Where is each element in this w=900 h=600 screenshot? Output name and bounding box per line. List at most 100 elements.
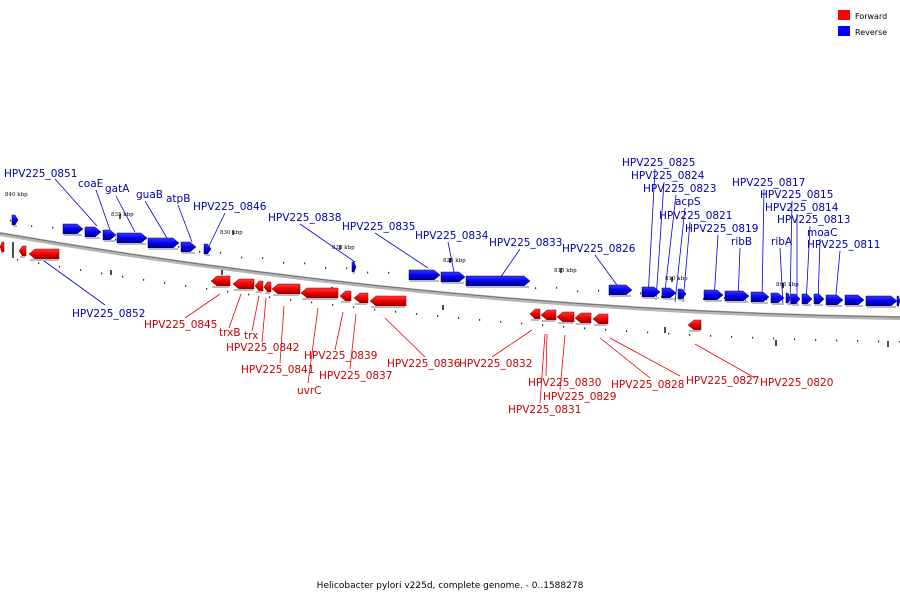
legend-forward-label: Forward	[855, 12, 887, 21]
gene-shadow	[898, 306, 899, 308]
scale-tick-label: 810 kbp	[665, 276, 688, 282]
minor-tick	[626, 330, 628, 333]
minor-tick	[598, 289, 600, 292]
gene-label-moac: moaC	[807, 227, 837, 239]
minor-tick	[395, 310, 397, 313]
minor-tick	[290, 298, 292, 301]
gene-shadow	[30, 259, 58, 261]
minor-tick	[794, 338, 796, 341]
forward-gene-arrow	[687, 319, 702, 331]
gene-shadow	[353, 272, 355, 274]
minor-tick	[668, 332, 670, 335]
minor-tick	[640, 292, 642, 295]
label-leader-line	[559, 334, 566, 391]
gene-shadow	[803, 304, 811, 306]
gene-shadow	[792, 304, 799, 306]
scale-tick-label: 820 kbp	[443, 258, 466, 264]
label-leader-line	[334, 311, 344, 351]
gene-shadow	[205, 254, 210, 256]
forward-gene-arrow	[271, 283, 301, 295]
gene-label-ribb: ribB	[731, 236, 752, 248]
reverse-gene-arrow	[408, 269, 441, 281]
genome-caption: Helicobacter pylori v225d, complete geno…	[317, 581, 584, 591]
minor-tick	[17, 258, 19, 261]
minor-tick	[374, 308, 376, 311]
reverse-gene-arrow	[785, 292, 791, 304]
reverse-gene-arrow	[641, 286, 661, 298]
minor-tick	[416, 313, 418, 315]
gene-label-hpv225-0813: HPV225_0813	[777, 214, 850, 226]
reverse-gene-arrow	[608, 284, 633, 296]
label-leader-line	[539, 333, 546, 404]
forward-gene-arrow	[353, 292, 369, 304]
minor-tick	[143, 278, 145, 281]
minor-tick	[724, 296, 726, 299]
gene-shadow	[705, 300, 722, 302]
gene-shadow	[752, 302, 768, 304]
gene-label-hpv225-0824: HPV225_0824	[631, 170, 705, 182]
minor-tick	[325, 266, 327, 269]
label-leader-line	[491, 329, 533, 358]
scale-tick-label: 815 kbp	[554, 268, 577, 274]
reverse-gene-arrow	[896, 295, 900, 307]
forward-gene-arrow	[574, 312, 592, 324]
gene-shadow	[20, 256, 25, 258]
gene-label-riba: ribA	[771, 236, 793, 248]
label-leader-line	[251, 295, 260, 332]
gene-shadow	[772, 303, 783, 305]
label-leader-line	[663, 194, 677, 301]
gene-shadow	[64, 234, 82, 236]
scale-ticks: 840 kbp 835 kbp 830 kbp 825 kbp 820 kbp 815 k…	[5, 192, 900, 347]
gene-shadow	[118, 243, 146, 245]
gene-shadow	[594, 324, 607, 326]
label-leader-line	[279, 305, 285, 364]
minor-tick	[178, 246, 180, 248]
reverse-gene-arrow	[11, 214, 19, 226]
label-leader-line	[299, 223, 356, 263]
reverse-gene-arrow	[203, 243, 212, 255]
minor-tick	[745, 299, 747, 302]
gene-label-hpv225-0835: HPV225_0835	[342, 221, 415, 233]
minor-tick	[773, 337, 775, 340]
label-leader-line	[694, 343, 756, 379]
gene-label-hpv225-0826: HPV225_0826	[562, 243, 636, 255]
scale-tick-label: 835 kbp	[111, 212, 134, 218]
minor-tick	[647, 331, 649, 334]
label-leader-line	[674, 207, 686, 303]
reverse-gene-arrow	[102, 229, 117, 241]
minor-tick	[10, 219, 12, 222]
forward-gene-arrow	[592, 313, 609, 325]
gene-label-hpv225-0842: HPV225_0842	[226, 342, 299, 354]
gene-label-hpv225-0852: HPV225_0852	[72, 308, 145, 320]
gene-shadow	[815, 304, 823, 306]
gene-label-atpb: atpB	[166, 193, 190, 205]
reverse-gene-arrow	[180, 241, 197, 253]
forward-gene-arrow	[0, 241, 5, 253]
label-leader-line	[39, 257, 106, 306]
minor-tick	[346, 267, 348, 270]
minor-tick	[59, 265, 61, 268]
reverse-gene-arrow	[825, 294, 844, 306]
gene-label-hpv225-0814: HPV225_0814	[765, 202, 839, 214]
label-leader-line	[497, 248, 521, 282]
gene-label-acps: acpS	[675, 196, 701, 208]
label-leader-line	[95, 189, 111, 231]
minor-tick	[388, 271, 390, 274]
gene-shadow	[302, 298, 337, 300]
minor-tick	[241, 256, 243, 259]
gene-shadow	[273, 294, 299, 296]
gene-label-guab: guaB	[136, 189, 163, 201]
minor-tick	[605, 328, 607, 331]
gene-shadow	[86, 237, 100, 239]
label-leader-line	[261, 297, 267, 343]
gene-shadow	[531, 319, 539, 321]
minor-tick	[479, 319, 481, 321]
label-leader-line	[447, 241, 456, 278]
minor-tick	[710, 334, 712, 337]
gene-label-uvrc: uvrC	[297, 385, 322, 397]
minor-tick	[752, 336, 754, 339]
gene-label-hpv225-0825: HPV225_0825	[622, 157, 695, 169]
gene-shadow	[663, 298, 675, 300]
reverse-gene-arrow	[351, 261, 357, 273]
reverse-gene-arrow	[116, 232, 148, 244]
